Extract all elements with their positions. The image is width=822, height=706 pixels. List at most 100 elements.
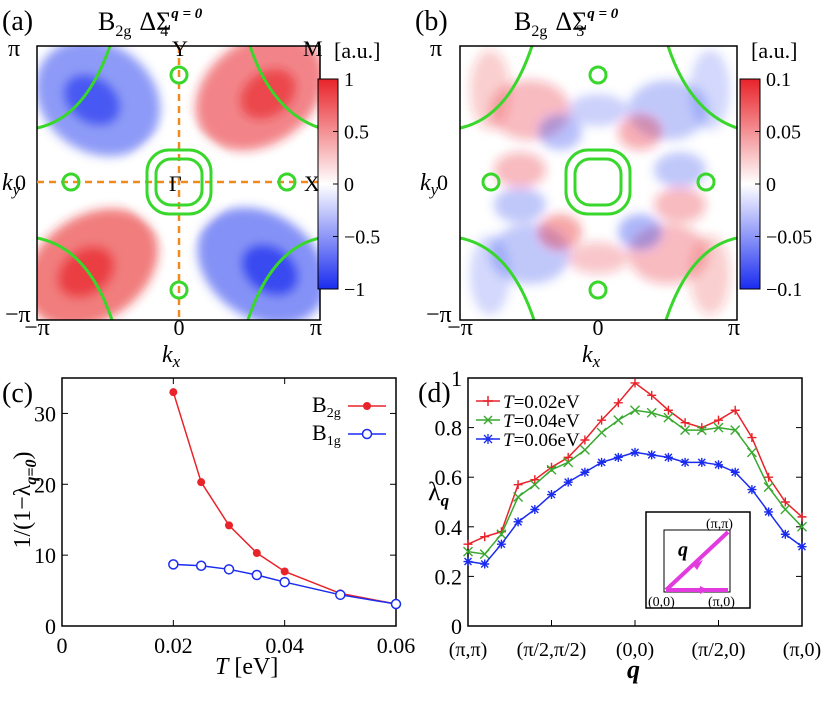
data-point — [780, 497, 790, 507]
y-tick-label: 0.2 — [435, 564, 463, 589]
data-point — [463, 546, 473, 557]
data-point — [479, 549, 490, 560]
data-point — [390, 598, 402, 610]
xtick-a-left: −π — [24, 315, 50, 341]
data-point — [480, 532, 490, 542]
data-point — [168, 559, 179, 570]
xtick-a-right: π — [310, 315, 322, 341]
x-tick-label: (π/2,π/2) — [517, 639, 587, 661]
heatmap-a — [37, 46, 320, 320]
colorbar-tick-label: 1 — [344, 69, 354, 91]
ytick-b-top: π — [430, 36, 442, 62]
y-tick-label: 0.6 — [435, 465, 463, 490]
data-point — [580, 467, 590, 477]
data-point — [279, 576, 290, 588]
x-tick-label: (π,0) — [783, 639, 821, 661]
xtick-a-mid: 0 — [174, 315, 185, 340]
y-tick-label: 20 — [34, 472, 56, 497]
data-point — [169, 388, 178, 397]
inset-label-pipi: (π,π) — [706, 517, 733, 532]
x-tick-label: 0.02 — [154, 633, 193, 658]
data-point — [197, 478, 206, 487]
data-point — [252, 549, 261, 558]
y-tick-label: 10 — [34, 543, 56, 568]
data-point — [713, 422, 724, 433]
xlabel-a: kx — [162, 342, 181, 371]
data-point — [747, 433, 757, 443]
xlabel-c: T [eV] — [215, 654, 278, 680]
colorbar-unit-a: [a.u.] — [334, 38, 380, 63]
panel-label-d: (d) — [418, 378, 451, 409]
data-point — [597, 457, 607, 467]
gamma-label: Γ — [169, 171, 182, 196]
data-point — [513, 517, 523, 527]
data-point — [546, 464, 557, 475]
xlabel-d: q — [627, 655, 640, 684]
colorbar-tick-label: −1 — [344, 279, 365, 301]
ylabel-a: ky — [2, 170, 21, 199]
legend-d-t004: T=0.04eV — [503, 411, 580, 432]
panel-label-c: (c) — [2, 378, 33, 409]
data-point — [195, 560, 207, 572]
data-point — [529, 479, 540, 490]
data-point — [680, 418, 690, 428]
data-point — [563, 457, 574, 468]
legend-d-t002: T=0.02eV — [503, 392, 580, 413]
data-point — [764, 507, 774, 517]
data-point — [697, 457, 707, 467]
ylabel-c: 1/(1−λq=0) — [10, 452, 40, 549]
xtick-b-left: −π — [447, 315, 473, 341]
data-point — [663, 412, 674, 423]
data-point — [513, 492, 524, 503]
data-point — [680, 457, 690, 467]
y-tick-label: 0.4 — [435, 515, 463, 540]
colorbar-tick-label: 0.05 — [766, 122, 801, 144]
x-point-label: X — [304, 171, 320, 196]
data-point — [597, 415, 607, 425]
inset-label-q: q — [678, 539, 688, 561]
panel-d: (d) (π,π) (π/2,π/2) (0,0) (π/2,0) (π,0) 0 0.2 0… — [418, 366, 821, 684]
data-point — [596, 427, 607, 438]
y-tick-label: 0 — [45, 614, 56, 639]
ytick-a-bot: −π — [5, 302, 31, 328]
ytick-a-top: π — [8, 36, 20, 62]
x-tick-label: (π,π) — [449, 639, 488, 661]
m-point-label: M — [303, 36, 323, 61]
x-tick-label: 0.06 — [377, 633, 416, 658]
data-point — [680, 425, 691, 436]
y-tick-label: 1 — [451, 366, 462, 391]
colorbar-tick-label: 0.5 — [344, 122, 369, 144]
legend-c: B2g B1g — [312, 392, 386, 449]
plot-frame-c — [61, 377, 397, 627]
data-point — [630, 378, 640, 388]
data-point — [579, 444, 590, 455]
data-point — [646, 407, 657, 418]
inset-path-diagram: (π,π) (0,0) (π,0) q — [645, 511, 751, 610]
y-tick-label: 30 — [34, 401, 56, 426]
y-point-label: Y — [172, 36, 188, 61]
data-point — [480, 559, 490, 569]
xtick-b-right: π — [728, 315, 740, 341]
ytick-b-bot: −π — [426, 302, 452, 328]
data-point — [780, 529, 790, 539]
ytick-a-mid: 0 — [15, 170, 26, 195]
ylabel-b: ky — [420, 170, 439, 199]
data-point — [463, 557, 473, 567]
xtick-b-mid: 0 — [593, 315, 604, 340]
data-point — [746, 447, 757, 458]
data-point — [335, 589, 346, 601]
colorbar-tick-label: 0.1 — [766, 69, 791, 91]
heatmap-b — [460, 46, 737, 320]
colorbar-tick-label: −0.1 — [766, 279, 802, 301]
data-point — [630, 447, 640, 457]
data-point — [513, 480, 523, 490]
data-point — [647, 390, 657, 400]
data-point — [797, 521, 807, 532]
data-point — [496, 539, 506, 549]
data-point — [730, 405, 740, 415]
x-tick-label: (0,0) — [616, 639, 654, 661]
ytick-b-mid: 0 — [437, 170, 448, 195]
